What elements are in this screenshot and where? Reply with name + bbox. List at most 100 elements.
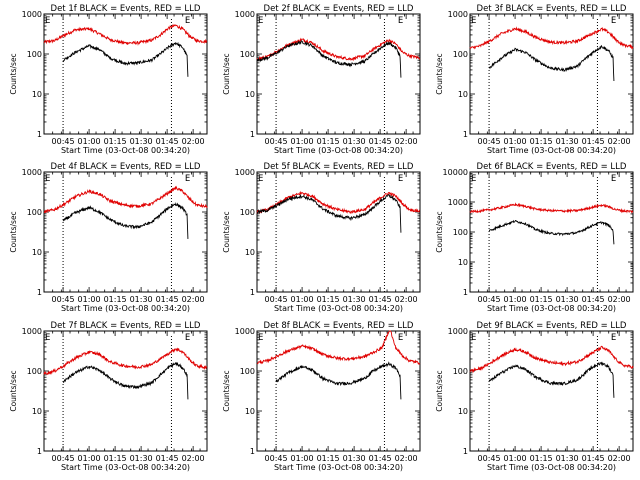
y-tick-label: 1000 bbox=[235, 327, 255, 336]
series-events bbox=[488, 219, 615, 245]
x-tick-label: 01:45 bbox=[582, 137, 605, 146]
plot-frame bbox=[256, 171, 421, 293]
x-tick-label: 01:00 bbox=[78, 137, 101, 146]
series-lld bbox=[469, 202, 634, 214]
y-tick-label: 1 bbox=[250, 288, 255, 297]
series-lld bbox=[43, 23, 208, 46]
start-marker: E bbox=[45, 333, 50, 343]
x-tick-label: 00:45 bbox=[265, 295, 288, 304]
x-tick-label: 01:15 bbox=[530, 454, 553, 463]
panel-title: Det 4f BLACK = Events, RED = LLD bbox=[51, 162, 201, 172]
x-tick-label: 00:45 bbox=[478, 137, 501, 146]
end-marker: E bbox=[185, 333, 190, 343]
x-tick-label: 01:30 bbox=[130, 137, 153, 146]
plot-frame bbox=[43, 171, 208, 293]
y-axis-title: Counts/sec bbox=[222, 211, 231, 252]
y-axis-title: Counts/sec bbox=[9, 370, 18, 411]
y-tick-label: 1 bbox=[463, 288, 468, 297]
start-marker: E bbox=[45, 174, 50, 184]
plot-frame bbox=[43, 330, 208, 452]
x-tick-label: 02:00 bbox=[608, 295, 631, 304]
end-marker: E bbox=[398, 333, 403, 343]
y-axis-title: Counts/sec bbox=[435, 211, 444, 252]
x-tick-label: 00:45 bbox=[265, 454, 288, 463]
x-axis-title: Start Time (03-Oct-08 00:34:20) bbox=[61, 463, 190, 472]
y-tick-label: 1000 bbox=[448, 327, 468, 336]
chart-panel-1: Det 1f BLACK = Events, RED = LLD 1 10 100 10… bbox=[9, 4, 208, 155]
series-lld bbox=[469, 345, 634, 374]
y-tick-label: 100 bbox=[453, 50, 468, 59]
x-tick-label: 01:45 bbox=[582, 454, 605, 463]
x-tick-label: 01:30 bbox=[556, 137, 579, 146]
plot-frame bbox=[256, 13, 421, 135]
x-tick-label: 01:00 bbox=[78, 454, 101, 463]
x-axis-title: Start Time (03-Oct-08 00:34:20) bbox=[274, 304, 403, 313]
x-tick-label: 00:45 bbox=[52, 137, 75, 146]
y-tick-label: 1000 bbox=[235, 168, 255, 177]
y-axis-title: Counts/sec bbox=[222, 53, 231, 94]
x-tick-label: 02:00 bbox=[182, 137, 205, 146]
x-tick-label: 02:00 bbox=[608, 454, 631, 463]
y-tick-label: 1000 bbox=[22, 168, 42, 177]
y-tick-label: 100 bbox=[27, 50, 42, 59]
y-tick-label: 100 bbox=[27, 367, 42, 376]
end-marker: E bbox=[611, 174, 616, 184]
plot-frame bbox=[469, 13, 634, 135]
end-marker: E bbox=[611, 16, 616, 26]
series-lld bbox=[43, 347, 208, 376]
x-tick-label: 01:30 bbox=[343, 295, 366, 304]
x-tick-label: 01:00 bbox=[291, 137, 314, 146]
panel-title: Det 1f BLACK = Events, RED = LLD bbox=[51, 4, 201, 14]
panel-title: Det 2f BLACK = Events, RED = LLD bbox=[264, 4, 414, 14]
chart-panel-4: Det 4f BLACK = Events, RED = LLD 1 10 100 10… bbox=[9, 162, 208, 313]
plot-frame bbox=[43, 13, 208, 135]
chart-panel-8: Det 8f BLACK = Events, RED = LLD 1 10 100 10… bbox=[222, 321, 421, 472]
x-tick-label: 01:30 bbox=[556, 454, 579, 463]
y-tick-label: 1000 bbox=[235, 10, 255, 19]
panel-title: Det 6f BLACK = Events, RED = LLD bbox=[477, 162, 627, 172]
y-tick-label: 10 bbox=[32, 248, 42, 257]
y-tick-label: 1000 bbox=[22, 327, 42, 336]
x-axis-title: Start Time (03-Oct-08 00:34:20) bbox=[487, 146, 616, 155]
y-axis-title: Counts/sec bbox=[435, 370, 444, 411]
x-tick-label: 01:30 bbox=[130, 454, 153, 463]
chart-panel-3: Det 3f BLACK = Events, RED = LLD 1 10 100 10… bbox=[435, 4, 634, 155]
series-events bbox=[62, 361, 189, 400]
y-tick-label: 10 bbox=[458, 90, 468, 99]
x-tick-label: 00:45 bbox=[265, 137, 288, 146]
series-events bbox=[62, 41, 189, 77]
panel-title: Det 7f BLACK = Events, RED = LLD bbox=[51, 321, 201, 331]
x-tick-label: 02:00 bbox=[395, 137, 418, 146]
x-tick-label: 02:00 bbox=[182, 454, 205, 463]
y-axis-title: Counts/sec bbox=[222, 370, 231, 411]
x-tick-label: 01:00 bbox=[78, 295, 101, 304]
x-tick-label: 01:15 bbox=[530, 295, 553, 304]
x-axis-title: Start Time (03-Oct-08 00:34:20) bbox=[487, 304, 616, 313]
y-tick-label: 1 bbox=[37, 288, 42, 297]
x-tick-label: 00:45 bbox=[478, 454, 501, 463]
x-tick-label: 01:45 bbox=[369, 454, 392, 463]
chart-panel-5: Det 5f BLACK = Events, RED = LLD 1 10 100 10… bbox=[222, 162, 421, 313]
x-axis-title: Start Time (03-Oct-08 00:34:20) bbox=[61, 146, 190, 155]
end-marker: E bbox=[185, 16, 190, 26]
x-axis-title: Start Time (03-Oct-08 00:34:20) bbox=[274, 146, 403, 155]
y-tick-label: 100 bbox=[453, 228, 468, 237]
panel-title: Det 8f BLACK = Events, RED = LLD bbox=[264, 321, 414, 331]
x-tick-label: 01:00 bbox=[504, 295, 527, 304]
y-tick-label: 100 bbox=[27, 208, 42, 217]
x-tick-label: 02:00 bbox=[395, 454, 418, 463]
x-tick-label: 01:45 bbox=[156, 137, 179, 146]
x-tick-label: 01:15 bbox=[317, 454, 340, 463]
x-tick-label: 00:45 bbox=[478, 295, 501, 304]
x-tick-label: 02:00 bbox=[395, 295, 418, 304]
start-marker: E bbox=[258, 333, 263, 343]
start-marker: E bbox=[471, 174, 476, 184]
series-lld bbox=[256, 330, 421, 365]
end-marker: E bbox=[611, 333, 616, 343]
x-tick-label: 01:30 bbox=[556, 295, 579, 304]
plot-frame bbox=[256, 330, 421, 452]
end-marker: E bbox=[185, 174, 190, 184]
series-lld bbox=[256, 190, 421, 215]
y-tick-label: 10 bbox=[458, 258, 468, 267]
